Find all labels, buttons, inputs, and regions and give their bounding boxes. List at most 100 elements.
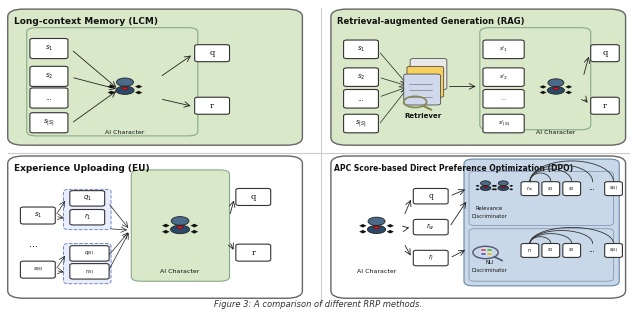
Text: Discriminator: Discriminator: [472, 268, 508, 273]
Polygon shape: [176, 226, 184, 229]
FancyBboxPatch shape: [413, 250, 448, 266]
Text: $s_2$: $s_2$: [45, 72, 53, 81]
FancyBboxPatch shape: [195, 97, 230, 114]
Polygon shape: [387, 224, 394, 227]
Text: $r_{|S|}$: $r_{|S|}$: [85, 267, 94, 275]
Text: $s_{|S|}$: $s_{|S|}$: [33, 266, 43, 273]
Text: $s_{|S|}$: $s_{|S|}$: [609, 185, 618, 193]
FancyBboxPatch shape: [469, 229, 614, 281]
Text: $q_{|S|}$: $q_{|S|}$: [84, 250, 95, 257]
Circle shape: [499, 181, 508, 186]
Polygon shape: [122, 87, 129, 90]
Text: q: q: [209, 49, 215, 57]
FancyBboxPatch shape: [591, 45, 620, 62]
Text: Relevance: Relevance: [476, 206, 503, 211]
Text: AI Character: AI Character: [357, 270, 396, 275]
Text: $q_1$: $q_1$: [83, 194, 92, 203]
FancyBboxPatch shape: [70, 191, 105, 206]
FancyBboxPatch shape: [331, 156, 625, 298]
Text: ...: ...: [29, 239, 38, 249]
FancyBboxPatch shape: [487, 253, 492, 255]
Circle shape: [481, 181, 490, 186]
Polygon shape: [493, 188, 497, 190]
Polygon shape: [493, 185, 497, 187]
Text: $s'_{|S|}$: $s'_{|S|}$: [497, 119, 509, 128]
Text: ...: ...: [358, 95, 364, 103]
FancyBboxPatch shape: [483, 40, 524, 59]
FancyBboxPatch shape: [487, 249, 492, 251]
Polygon shape: [387, 230, 394, 233]
FancyBboxPatch shape: [483, 90, 524, 108]
FancyBboxPatch shape: [483, 68, 524, 86]
FancyBboxPatch shape: [63, 189, 111, 230]
Text: q: q: [602, 49, 607, 57]
Ellipse shape: [116, 86, 134, 95]
Text: $r_w$: $r_w$: [526, 184, 534, 193]
Circle shape: [548, 79, 564, 87]
FancyBboxPatch shape: [521, 243, 539, 257]
FancyBboxPatch shape: [469, 172, 614, 226]
FancyBboxPatch shape: [413, 188, 448, 204]
FancyBboxPatch shape: [30, 38, 68, 59]
Polygon shape: [135, 91, 142, 94]
Text: $s_{|S|}$: $s_{|S|}$: [609, 247, 618, 254]
Polygon shape: [483, 186, 488, 188]
FancyBboxPatch shape: [563, 182, 580, 196]
FancyBboxPatch shape: [8, 9, 302, 145]
Polygon shape: [359, 230, 367, 233]
FancyBboxPatch shape: [591, 97, 620, 114]
Polygon shape: [162, 230, 170, 234]
Polygon shape: [509, 185, 513, 187]
Polygon shape: [476, 185, 479, 187]
Text: $s_2$: $s_2$: [568, 185, 575, 193]
Text: ...: ...: [45, 94, 52, 102]
FancyBboxPatch shape: [413, 219, 448, 235]
FancyBboxPatch shape: [521, 182, 539, 196]
Polygon shape: [162, 224, 170, 227]
Polygon shape: [476, 188, 479, 190]
FancyBboxPatch shape: [542, 182, 559, 196]
Text: NLI: NLI: [485, 260, 493, 265]
Text: q: q: [251, 193, 256, 201]
Polygon shape: [359, 224, 367, 227]
FancyBboxPatch shape: [404, 74, 440, 105]
FancyBboxPatch shape: [195, 45, 230, 62]
Polygon shape: [540, 91, 547, 94]
FancyBboxPatch shape: [27, 28, 198, 136]
FancyBboxPatch shape: [30, 66, 68, 86]
Text: $s_{|S|}$: $s_{|S|}$: [43, 117, 54, 128]
Text: $r_l$: $r_l$: [428, 253, 434, 263]
FancyBboxPatch shape: [464, 159, 620, 286]
Text: $s_2$: $s_2$: [357, 73, 365, 82]
FancyBboxPatch shape: [563, 243, 580, 257]
Polygon shape: [492, 188, 495, 190]
FancyBboxPatch shape: [70, 209, 105, 225]
Polygon shape: [191, 224, 198, 227]
Circle shape: [116, 78, 134, 86]
Ellipse shape: [547, 86, 564, 94]
Polygon shape: [373, 226, 380, 229]
FancyBboxPatch shape: [480, 28, 591, 130]
Polygon shape: [501, 186, 506, 188]
Text: $s_1$: $s_1$: [45, 44, 53, 53]
Text: ...: ...: [500, 96, 507, 101]
FancyBboxPatch shape: [331, 9, 625, 145]
Polygon shape: [565, 85, 572, 89]
Text: Discriminator: Discriminator: [472, 214, 508, 219]
Text: AI Character: AI Character: [536, 130, 575, 135]
Text: APC Score-based Direct Preference Optimization (DPO): APC Score-based Direct Preference Optimi…: [334, 164, 573, 173]
Polygon shape: [552, 87, 559, 90]
Text: $s_1$: $s_1$: [357, 45, 365, 54]
Circle shape: [172, 217, 189, 225]
Polygon shape: [191, 230, 198, 234]
FancyBboxPatch shape: [30, 88, 68, 108]
Text: $s'_1$: $s'_1$: [499, 44, 508, 54]
FancyBboxPatch shape: [236, 188, 271, 206]
Text: $r_w$: $r_w$: [426, 222, 435, 232]
Polygon shape: [135, 85, 142, 88]
Text: $r_l$: $r_l$: [527, 246, 532, 255]
FancyBboxPatch shape: [344, 68, 378, 86]
FancyBboxPatch shape: [20, 261, 55, 278]
Ellipse shape: [480, 186, 491, 190]
Text: Experience Uploading (EU): Experience Uploading (EU): [14, 164, 150, 173]
